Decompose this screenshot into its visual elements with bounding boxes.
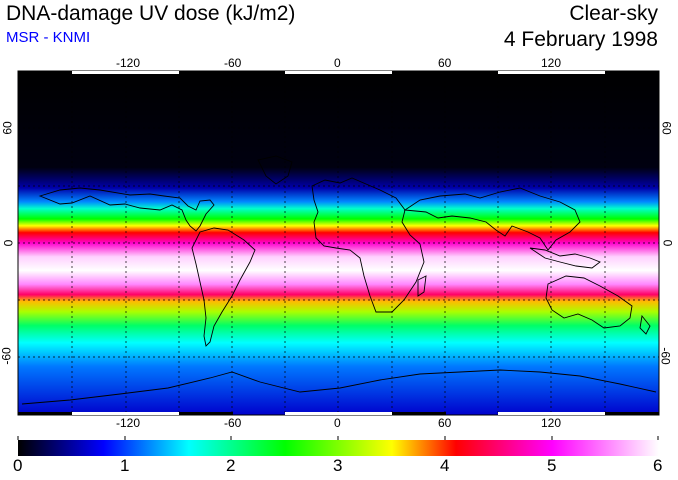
lat-tick-right: -60 [658,347,673,365]
coastlines [21,155,657,405]
frame-segment [498,71,605,74]
frame-segment [285,412,392,415]
asia-coast [403,187,581,251]
lon-tick-top: -60 [224,56,242,70]
madagascar-coast [417,275,427,297]
date-label: 4 February 1998 [503,28,658,51]
greenland-coast [257,155,293,185]
lon-tick-bottom: 0 [334,416,341,430]
frame-segment [72,71,179,74]
lat-tick-left: -60 [0,347,14,365]
lat-tick-right: 0 [660,239,675,247]
map-frame [17,70,660,416]
lon-tick-top: 120 [541,56,562,70]
sky-condition-label: Clear-sky [569,2,658,25]
lat-tick-right: 60 [659,121,674,135]
lon-tick-top: -120 [116,56,141,70]
colorbar-label: 4 [440,456,450,475]
lon-tick-bottom: 120 [541,416,562,430]
lon-tick-top: 60 [438,56,452,70]
frame-segment [392,71,446,74]
lon-tick-bottom: -120 [116,416,141,430]
colorbar-label: 0 [13,456,23,475]
lat-tick-left: 60 [0,121,15,135]
colorbar-ticks [17,436,659,440]
frame-segment [18,412,72,415]
antarctica-coast [21,369,657,405]
frame-segment [392,412,446,415]
frame-segment [18,71,72,74]
graticule [18,71,659,415]
colorbar [18,440,659,456]
colorbar-label: 5 [547,456,557,475]
source-label: MSR - KNMI [6,29,91,46]
frame-segment [72,412,179,415]
colorbar-label: 3 [333,456,343,475]
lon-tick-bottom: -60 [224,416,242,430]
indonesia-coast [529,247,601,269]
colorbar-label: 1 [120,456,130,475]
south-america-coast [191,227,256,347]
colorbar-label: 6 [653,456,663,475]
frame-segment [498,412,605,415]
new-zealand-coast [639,314,651,335]
frame-segment [605,412,659,415]
map-title: DNA-damage UV dose (kJ/m2) [6,2,296,25]
lon-tick-bottom: 60 [438,416,452,430]
australia-coast [545,275,633,329]
colorbar-label: 2 [226,456,236,475]
frame-segment [179,412,233,415]
lat-tick-left: 0 [1,239,16,247]
frame-segment [285,71,392,74]
frame-segment [605,71,659,74]
north-america-coast [38,187,215,232]
frame-segment [179,71,233,74]
lon-tick-top: 0 [334,56,341,70]
